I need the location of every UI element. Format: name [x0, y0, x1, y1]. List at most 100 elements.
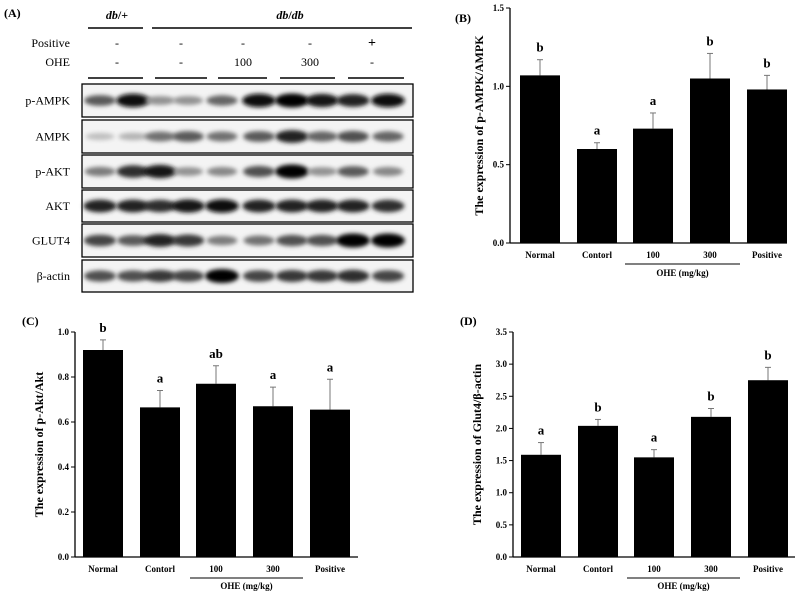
- x-tick-label: Contorl: [582, 250, 612, 260]
- protein-label: AKT: [45, 199, 70, 213]
- y-tick-label: 1.0: [58, 327, 70, 337]
- bar: [253, 406, 293, 557]
- x-tick-label: Contorl: [145, 564, 175, 574]
- significance-letter: a: [270, 367, 277, 382]
- blot-row: AMPK: [35, 119, 414, 154]
- protein-band: [336, 233, 370, 248]
- y-tick-label: 0.0: [58, 552, 70, 562]
- y-tick-label: 2.5: [496, 391, 508, 401]
- protein-band: [206, 235, 238, 246]
- protein-band: [306, 234, 338, 247]
- significance-letter: a: [594, 123, 601, 138]
- protein-band: [242, 199, 276, 213]
- significance-letter: ab: [209, 346, 223, 361]
- protein-band: [371, 93, 405, 108]
- x-tick-label: Positive: [753, 564, 783, 574]
- bar-chart-b: (B)The expression of p-AMPK/AMPK 0.0 0.5 1.…: [455, 3, 787, 278]
- protein-band: [117, 235, 149, 246]
- protein-band: [206, 166, 238, 177]
- y-tick-label: 1.5: [496, 456, 508, 466]
- protein-band: [206, 131, 238, 142]
- condition-value: +: [368, 36, 376, 51]
- significance-letter: a: [650, 93, 657, 108]
- y-tick-label: 3.0: [496, 359, 508, 369]
- bar: [578, 425, 618, 557]
- panel-label: (C): [22, 314, 39, 328]
- bar: [690, 78, 730, 243]
- group-label-rest: /+: [117, 8, 128, 22]
- y-tick-label: 0.6: [58, 417, 70, 427]
- protein-band: [205, 269, 239, 283]
- protein-band: [305, 93, 339, 108]
- y-axis-label: The expression of Glut4/β-actin: [470, 364, 484, 525]
- protein-band: [205, 199, 239, 213]
- protein-band: [116, 199, 150, 213]
- blot-row: p-AMPK: [25, 83, 414, 118]
- significance-letter: b: [707, 389, 714, 404]
- y-tick-label: 0.8: [58, 372, 70, 382]
- significance-letter: a: [538, 423, 545, 438]
- bar: [577, 149, 617, 243]
- bar: [521, 454, 561, 557]
- significance-letter: b: [594, 399, 601, 414]
- group-label-italic: db: [106, 8, 118, 22]
- bar: [634, 457, 674, 557]
- y-tick-label: 1.5: [493, 3, 505, 13]
- protein-band: [171, 270, 205, 282]
- y-tick-label: 0.5: [496, 520, 508, 530]
- significance-letter: b: [99, 320, 106, 335]
- protein-band: [275, 270, 309, 282]
- bar: [83, 350, 123, 557]
- protein-band: [372, 131, 404, 142]
- significance-letter: a: [157, 371, 164, 386]
- protein-label: p-AKT: [35, 165, 70, 179]
- protein-band: [242, 93, 276, 108]
- condition-row-label: Positive: [31, 36, 70, 50]
- condition-value: -: [370, 55, 374, 69]
- bar-chart-d: (D) The expression of Glut4/β-actin 0.0 0.5…: [460, 314, 795, 591]
- x-tick-label: Normal: [526, 564, 556, 574]
- bar: [310, 409, 350, 557]
- bar: [196, 383, 236, 557]
- protein-band: [336, 269, 370, 283]
- significance-letter: b: [536, 40, 543, 55]
- protein-band: [275, 130, 309, 143]
- x-tick-label: Contorl: [583, 564, 613, 574]
- x-tick-label: 300: [703, 250, 717, 260]
- protein-band: [243, 165, 275, 178]
- protein-band: [144, 131, 176, 142]
- condition-value: 300: [301, 55, 319, 69]
- y-tick-label: 2.0: [496, 423, 508, 433]
- condition-value: -: [241, 36, 245, 50]
- significance-letter: a: [327, 359, 334, 374]
- protein-band: [306, 167, 338, 176]
- y-tick-label: 3.5: [496, 327, 508, 337]
- protein-band: [116, 93, 150, 108]
- x-tick-label: Normal: [88, 564, 118, 574]
- protein-band: [83, 234, 117, 247]
- group-label: OHE (mg/kg): [657, 581, 709, 591]
- protein-band: [243, 131, 275, 142]
- bar: [633, 128, 673, 243]
- protein-band: [371, 199, 405, 213]
- protein-band: [305, 270, 339, 282]
- bar-chart-c: (C) The expression of p-Akt/Akt 0.0 0.2 0.4 0…: [22, 314, 358, 591]
- x-tick-label: Normal: [525, 250, 555, 260]
- condition-value: -: [179, 36, 183, 50]
- bar: [747, 89, 787, 243]
- group-label: OHE (mg/kg): [220, 581, 272, 591]
- condition-row-label: OHE: [45, 55, 70, 69]
- significance-letter: b: [764, 347, 771, 362]
- blot-row: GLUT4: [32, 223, 414, 258]
- protein-band: [117, 270, 149, 282]
- x-tick-label: Positive: [315, 564, 345, 574]
- protein-band: [171, 199, 205, 213]
- protein-band: [305, 199, 339, 213]
- y-tick-label: 0.5: [493, 160, 505, 170]
- protein-band: [172, 167, 204, 176]
- panel-label: (A): [4, 6, 21, 20]
- x-tick-label: 300: [704, 564, 718, 574]
- x-tick-label: 100: [646, 250, 660, 260]
